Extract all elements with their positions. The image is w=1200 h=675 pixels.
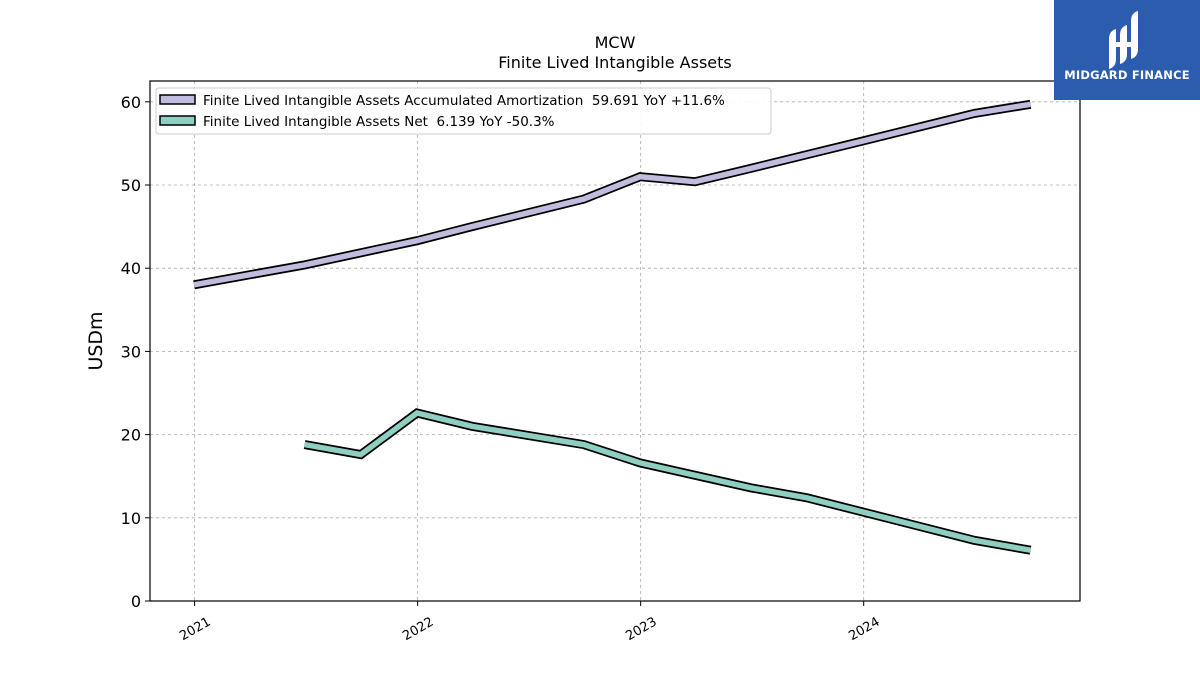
legend-swatch-amortization: [159, 94, 196, 105]
y-tick-label: 10: [121, 509, 141, 528]
x-axis: 2021 2022 2023 2024: [177, 601, 883, 645]
x-tick-label: 2022: [400, 615, 436, 645]
y-tick-label: 30: [121, 342, 141, 361]
series-layer: [193, 99, 1032, 555]
x-tick-label: 2023: [623, 615, 659, 645]
midgard-mark-icon: [1109, 11, 1138, 69]
legend-box: [155, 87, 772, 135]
y-tick-label: 0: [131, 592, 141, 611]
legend-swatch-net: [159, 115, 196, 126]
grid-lines: [150, 81, 1080, 601]
plot-frame: [149, 80, 1081, 602]
y-tick-label: 60: [121, 93, 141, 112]
x-tick-label: 2021: [177, 615, 213, 645]
chart-title: MCW: [595, 33, 636, 52]
y-tick-label: 20: [121, 426, 141, 445]
x-tick-label: 2024: [846, 615, 882, 645]
legend-label-amortization: Finite Lived Intangible Assets Accumulat…: [203, 93, 725, 109]
chart-subtitle: Finite Lived Intangible Assets: [498, 53, 731, 72]
midgard-finance-logo: MIDGARD FINANCE: [1054, 0, 1200, 100]
series-line-0: [193, 101, 1031, 288]
logo-text: MIDGARD FINANCE: [1064, 68, 1190, 82]
y-tick-label: 50: [121, 176, 141, 195]
series-line-1: [304, 410, 1031, 553]
legend-label-net: Finite Lived Intangible Assets Net 6.139…: [203, 114, 555, 130]
y-axis: 0 10 20 30 40 50 60: [121, 93, 150, 611]
legend: Finite Lived Intangible Assets Accumulat…: [155, 87, 772, 135]
y-axis-label: USDm: [85, 311, 107, 370]
y-tick-label: 40: [121, 259, 141, 278]
